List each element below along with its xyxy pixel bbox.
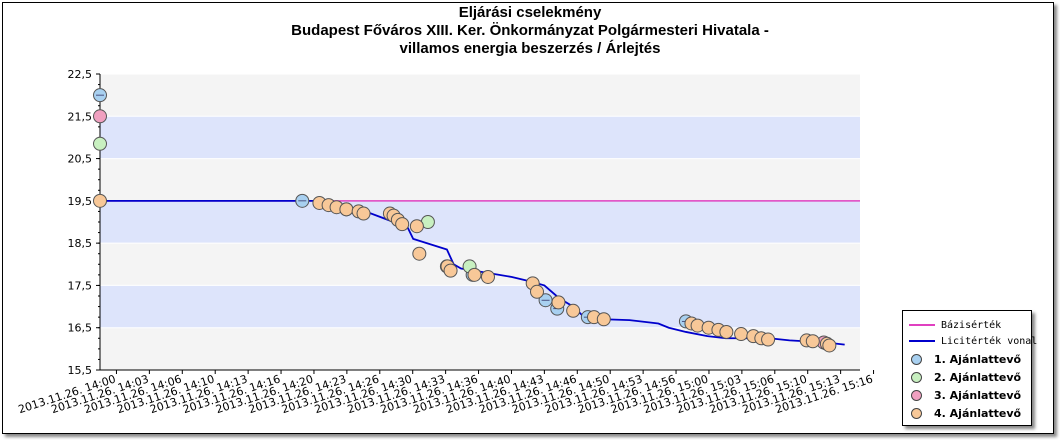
y-tick-label: 21,5 [68, 110, 93, 123]
bidder-4-point [480, 269, 495, 284]
grid-band [100, 116, 860, 159]
y-tick-label: 19,5 [68, 195, 93, 208]
chart-legend: Bázisérték Licitérték vonal 1. Ajánlatte… [902, 310, 1037, 426]
y-tick-label: 18,5 [68, 237, 93, 250]
y-tick-label: 16,5 [68, 322, 93, 335]
bidder-4-point [551, 295, 566, 310]
bidder-4-point [761, 332, 776, 347]
legend-item-bidder-3: 3. Ajánlattevő [909, 387, 1021, 403]
legend-label: Bázisérték [941, 319, 1002, 331]
bidder-4-point [395, 217, 410, 232]
y-tick-label: 15,5 [68, 364, 93, 377]
y-tick-label: 20,5 [68, 153, 93, 166]
bidder-4-point [719, 324, 734, 339]
chart-subtitle-line1: Budapest Főváros XIII. Ker. Önkormányzat… [291, 22, 769, 39]
bidder-4-point [339, 202, 354, 217]
bidder-4-point [443, 263, 458, 278]
bidder-4-point [409, 219, 424, 234]
legend-label: 4. Ajánlattevő [934, 406, 1022, 420]
grid-band [100, 200, 860, 244]
bidder-4-point [734, 327, 749, 342]
bidder-4-point [467, 267, 482, 282]
y-tick-label: 17,5 [68, 279, 93, 292]
legend-item-bidder-2: 2. Ajánlattevő [909, 369, 1021, 385]
legend-item-base: Bázisérték [909, 317, 1001, 333]
legend-dot-swatch [911, 353, 922, 365]
legend-item-bidder-4: 4. Ajánlattevő [909, 405, 1021, 421]
bidder-4-point [805, 334, 820, 349]
bidder-2-point [93, 136, 107, 151]
chart-title-block: Eljárási cselekmény Budapest Főváros XII… [0, 4, 1060, 58]
bidder-4-point [530, 284, 544, 299]
legend-label: 3. Ajánlattevő [934, 388, 1022, 402]
legend-line-swatch [909, 340, 935, 342]
grid-band [100, 74, 860, 117]
bidder-4-point [566, 303, 581, 318]
legend-label: 2. Ajánlattevő [934, 370, 1022, 384]
bidder-4-point [822, 338, 837, 353]
grid-band [100, 158, 860, 201]
legend-dot-swatch [911, 407, 922, 419]
chart-title: Eljárási cselekmény [458, 4, 602, 21]
bidder-3-point [93, 109, 107, 124]
legend-dot-swatch [911, 371, 922, 383]
legend-label: Licitérték vonal [941, 335, 1038, 347]
grid-band [100, 285, 860, 328]
y-tick-label: 22,5 [68, 68, 93, 81]
legend-item-bidder-1: 1. Ajánlattevő [909, 351, 1021, 367]
chart-subtitle-line2: villamos energia beszerzés / Árlejtés [399, 40, 661, 57]
grid-band [100, 327, 860, 370]
legend-dot-swatch [911, 389, 922, 401]
legend-line-swatch [909, 324, 935, 326]
bidder-4-point [93, 193, 107, 208]
bidder-4-point [412, 246, 427, 261]
legend-item-bid-line: Licitérték vonal [909, 333, 1037, 349]
bidder-4-point [356, 206, 371, 221]
bidder-4-point [596, 312, 611, 327]
legend-label: 1. Ajánlattevő [934, 352, 1022, 366]
